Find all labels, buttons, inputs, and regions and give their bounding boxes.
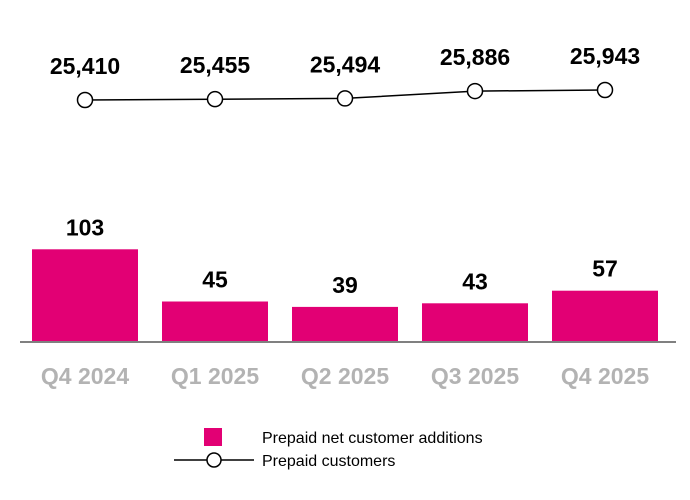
line-data-label: 25,410 bbox=[50, 53, 120, 79]
line-point bbox=[206, 90, 224, 108]
bar bbox=[162, 301, 268, 342]
line-point bbox=[466, 82, 484, 100]
legend-marker bbox=[206, 452, 222, 468]
bar-data-label: 39 bbox=[332, 272, 358, 298]
line-data-label: 25,494 bbox=[310, 51, 381, 77]
line-point bbox=[76, 91, 94, 109]
bar bbox=[552, 290, 658, 342]
bar bbox=[422, 303, 528, 342]
legend: Prepaid net customer additions Prepaid c… bbox=[174, 428, 483, 470]
legend-label-bar: Prepaid net customer additions bbox=[262, 430, 483, 447]
legend-swatch-bar bbox=[204, 428, 222, 446]
line-data-label: 25,886 bbox=[440, 44, 510, 70]
line-data-label: 25,455 bbox=[180, 52, 251, 78]
bar-data-label: 57 bbox=[592, 256, 618, 282]
bar bbox=[292, 306, 398, 342]
bar-data-label: 43 bbox=[462, 268, 488, 294]
x-tick-label: Q2 2025 bbox=[301, 363, 389, 389]
bar bbox=[32, 249, 138, 342]
line-data-label: 25,943 bbox=[570, 43, 640, 69]
line-point bbox=[336, 90, 354, 107]
legend-label-line: Prepaid customers bbox=[262, 453, 395, 470]
bar-data-label: 45 bbox=[202, 267, 228, 293]
line-point bbox=[596, 81, 614, 99]
bar-data-label: 103 bbox=[66, 214, 104, 240]
x-tick-label: Q1 2025 bbox=[171, 363, 259, 389]
x-tick-label: Q3 2025 bbox=[431, 363, 519, 389]
x-tick-label: Q4 2024 bbox=[41, 363, 129, 389]
x-tick-label: Q4 2025 bbox=[561, 363, 649, 389]
